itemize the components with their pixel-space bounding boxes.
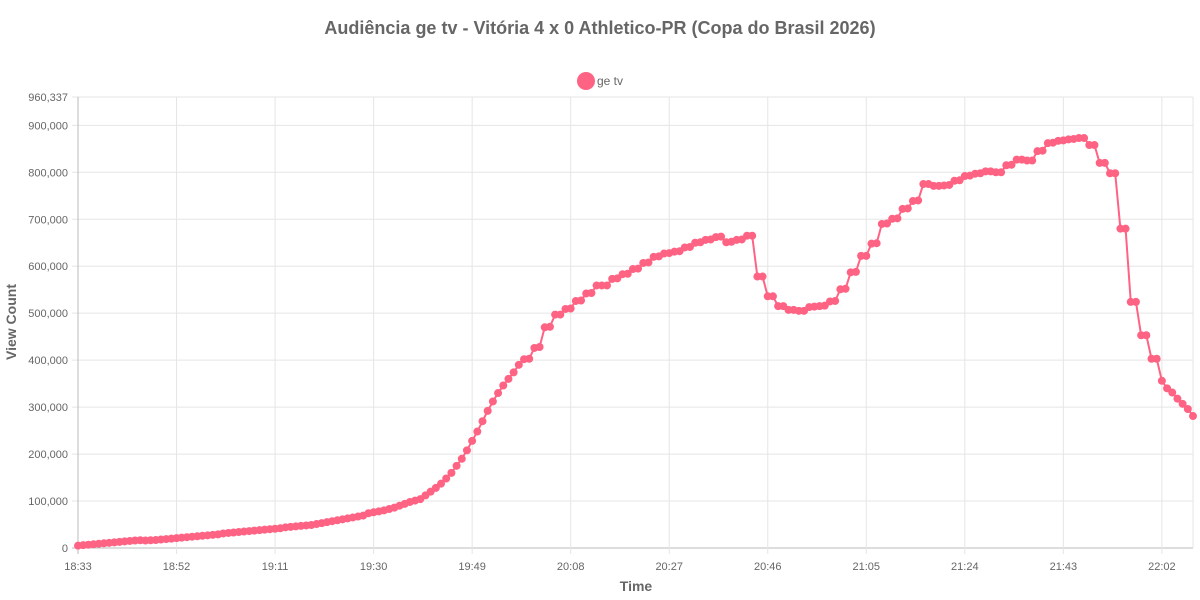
- y-tick-label: 960,337: [28, 92, 68, 104]
- data-point[interactable]: [851, 267, 860, 276]
- y-tick-label: 600,000: [28, 261, 68, 273]
- y-tick-label: 100,000: [28, 496, 68, 508]
- data-point[interactable]: [457, 454, 466, 463]
- data-point[interactable]: [494, 389, 503, 398]
- x-tick-label: 21:43: [1050, 561, 1078, 573]
- data-point[interactable]: [478, 417, 487, 426]
- data-point[interactable]: [577, 296, 586, 305]
- data-point[interactable]: [1183, 404, 1192, 413]
- x-tick-label: 19:30: [360, 561, 388, 573]
- data-point[interactable]: [1168, 388, 1177, 397]
- y-axis-ticks: 0 100,000 200,000 300,000 400,000 500,000 600,…: [28, 92, 68, 555]
- series-line: [77, 137, 1194, 547]
- data-point[interactable]: [535, 343, 544, 351]
- data-point[interactable]: [442, 474, 451, 483]
- data-point[interactable]: [1007, 160, 1016, 169]
- data-point[interactable]: [1100, 158, 1109, 167]
- x-tick-label: 21:24: [951, 561, 979, 573]
- data-point[interactable]: [914, 196, 923, 205]
- y-tick-label: 400,000: [28, 355, 68, 367]
- data-point[interactable]: [499, 381, 508, 390]
- series-ge-tv: [74, 134, 1197, 550]
- x-tick-label: 20:27: [655, 561, 683, 573]
- data-point[interactable]: [452, 461, 461, 470]
- data-point[interactable]: [1131, 297, 1140, 306]
- x-axis-ticks: 18:33 18:52 19:11 19:30 19:49 20:08 20:27 20:46…: [64, 561, 1175, 573]
- data-point[interactable]: [566, 304, 575, 313]
- data-point[interactable]: [717, 232, 726, 241]
- data-point[interactable]: [437, 479, 446, 488]
- data-point[interactable]: [509, 368, 518, 377]
- data-point[interactable]: [758, 272, 767, 281]
- data-point[interactable]: [1157, 376, 1166, 385]
- x-tick-label: 21:05: [853, 561, 881, 573]
- y-tick-label: 900,000: [28, 120, 68, 132]
- data-point[interactable]: [748, 231, 757, 240]
- y-tick-label: 300,000: [28, 402, 68, 414]
- data-point[interactable]: [1080, 134, 1089, 143]
- data-point[interactable]: [488, 397, 497, 406]
- data-point[interactable]: [903, 204, 912, 213]
- x-tick-label: 18:33: [64, 561, 92, 573]
- data-point[interactable]: [1111, 169, 1120, 178]
- y-tick-label: 800,000: [28, 167, 68, 179]
- y-tick-label: 700,000: [28, 214, 68, 226]
- data-point[interactable]: [644, 258, 653, 267]
- data-point[interactable]: [602, 281, 611, 290]
- legend-swatch: [576, 72, 595, 90]
- y-tick-label: 500,000: [28, 308, 68, 320]
- legend: ge tv: [0, 72, 1200, 93]
- x-tick-label: 18:52: [163, 561, 191, 573]
- data-point[interactable]: [768, 292, 777, 301]
- grid-lines: [72, 96, 1194, 554]
- data-point[interactable]: [473, 427, 482, 436]
- chart-title: Audiência ge tv - Vitória 4 x 0 Athletic…: [324, 18, 876, 38]
- data-point[interactable]: [883, 219, 892, 228]
- data-point[interactable]: [1142, 331, 1151, 340]
- x-tick-label: 20:46: [754, 561, 782, 573]
- data-point[interactable]: [504, 374, 513, 383]
- data-point[interactable]: [893, 214, 902, 223]
- data-point[interactable]: [462, 446, 471, 455]
- data-point[interactable]: [872, 239, 881, 248]
- legend-item-ge-tv[interactable]: ge tv: [576, 72, 623, 90]
- data-point[interactable]: [545, 322, 554, 331]
- data-point[interactable]: [1028, 156, 1037, 165]
- y-tick-label: 0: [62, 543, 68, 555]
- data-point[interactable]: [1038, 146, 1047, 155]
- x-tick-label: 22:02: [1148, 561, 1176, 573]
- data-point[interactable]: [447, 468, 456, 477]
- data-point[interactable]: [831, 296, 840, 305]
- data-point[interactable]: [862, 251, 871, 260]
- x-tick-label: 19:11: [262, 561, 289, 573]
- data-point[interactable]: [1178, 399, 1187, 408]
- data-point[interactable]: [1189, 412, 1197, 421]
- data-point[interactable]: [1152, 354, 1161, 363]
- data-point[interactable]: [483, 406, 492, 415]
- data-point[interactable]: [525, 354, 534, 363]
- y-tick-label: 200,000: [28, 449, 68, 461]
- x-tick-label: 19:49: [458, 561, 486, 573]
- data-point[interactable]: [514, 360, 523, 369]
- x-axis-title: Time: [620, 578, 653, 594]
- data-point[interactable]: [556, 310, 565, 319]
- data-point[interactable]: [1173, 394, 1182, 403]
- data-point[interactable]: [468, 436, 477, 445]
- data-point[interactable]: [1121, 224, 1130, 233]
- data-point[interactable]: [997, 168, 1006, 177]
- data-point[interactable]: [1090, 141, 1099, 150]
- data-point[interactable]: [841, 284, 850, 293]
- legend-label: ge tv: [596, 74, 623, 88]
- y-axis-title: View Count: [3, 284, 19, 360]
- data-point[interactable]: [587, 288, 596, 297]
- data-point[interactable]: [634, 264, 643, 273]
- data-point[interactable]: [623, 269, 632, 278]
- x-tick-label: 20:08: [557, 561, 585, 573]
